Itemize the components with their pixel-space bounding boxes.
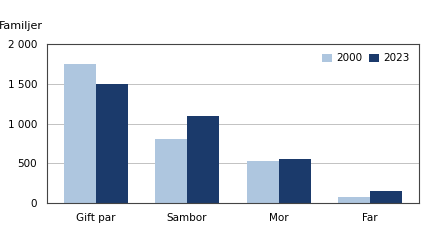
- Legend: 2000, 2023: 2000, 2023: [317, 49, 414, 68]
- Bar: [247, 161, 278, 203]
- Bar: [278, 159, 310, 203]
- Bar: [96, 84, 128, 203]
- Bar: [187, 116, 219, 203]
- Bar: [338, 197, 370, 203]
- Text: Familjer: Familjer: [0, 21, 42, 31]
- Bar: [64, 64, 96, 203]
- Bar: [370, 191, 402, 203]
- Bar: [155, 139, 187, 203]
